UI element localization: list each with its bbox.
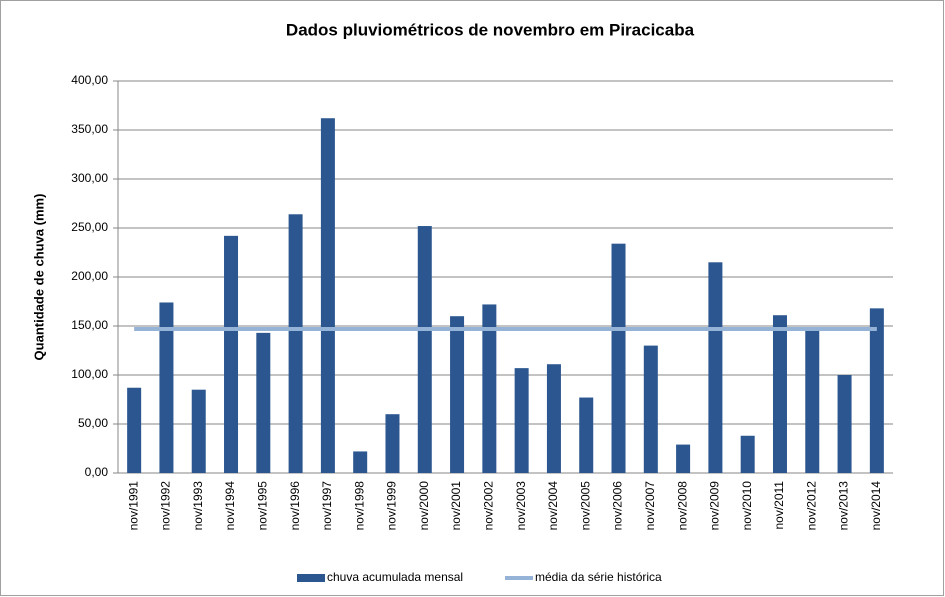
bar bbox=[191, 389, 206, 473]
x-tick-label: nov/1999 bbox=[385, 481, 399, 531]
x-tick-label: nov/2010 bbox=[740, 481, 754, 531]
x-tick-label: nov/2012 bbox=[804, 481, 818, 531]
x-tick-label: nov/1998 bbox=[352, 481, 366, 531]
x-tick-label: nov/2008 bbox=[675, 481, 689, 531]
bar bbox=[708, 262, 723, 473]
x-tick-label: nov/2013 bbox=[837, 481, 851, 531]
legend-swatch bbox=[297, 574, 325, 582]
bar bbox=[482, 304, 497, 473]
bar bbox=[772, 315, 787, 473]
y-tick-label: 350,00 bbox=[71, 122, 108, 136]
y-tick-label: 50,00 bbox=[78, 416, 108, 430]
bar bbox=[869, 308, 884, 473]
x-tick-label: nov/2003 bbox=[514, 481, 528, 531]
x-tick-label: nov/2014 bbox=[869, 481, 883, 531]
x-tick-label: nov/2000 bbox=[417, 481, 431, 531]
bar bbox=[676, 444, 691, 473]
x-tick-label: nov/1992 bbox=[159, 481, 173, 531]
y-tick-label: 150,00 bbox=[71, 318, 108, 332]
bar bbox=[256, 332, 271, 473]
bar bbox=[514, 368, 529, 473]
x-tick-label: nov/2004 bbox=[546, 481, 560, 531]
x-tick-label: nov/2002 bbox=[482, 481, 496, 531]
x-tick-label: nov/1995 bbox=[255, 481, 269, 531]
legend-label: chuva acumulada mensal bbox=[327, 570, 463, 584]
x-tick-label: nov/1991 bbox=[126, 481, 140, 531]
bar bbox=[579, 397, 594, 473]
bar bbox=[450, 316, 465, 473]
bar bbox=[546, 364, 561, 473]
y-axis-label: Quantidade de chuva (mm) bbox=[31, 194, 46, 361]
bar bbox=[288, 214, 303, 473]
bar bbox=[159, 302, 174, 473]
x-tick-label: nov/2009 bbox=[708, 481, 722, 531]
chart-title: Dados pluviométricos de novembro em Pira… bbox=[286, 20, 695, 39]
x-tick-label: nov/1997 bbox=[320, 481, 334, 531]
y-tick-label: 300,00 bbox=[71, 171, 108, 185]
x-tick-label: nov/2007 bbox=[643, 481, 657, 531]
x-tick-label: nov/2001 bbox=[449, 481, 463, 531]
y-tick-label: 200,00 bbox=[71, 269, 108, 283]
bar bbox=[127, 387, 142, 473]
bar bbox=[320, 118, 335, 474]
x-tick-label: nov/1994 bbox=[223, 481, 237, 531]
y-tick-label: 0,00 bbox=[85, 465, 109, 479]
bar bbox=[611, 243, 626, 473]
legend-label: média da série histórica bbox=[535, 570, 662, 584]
bar bbox=[805, 329, 820, 473]
y-tick-label: 400,00 bbox=[71, 73, 108, 87]
bar bbox=[643, 345, 658, 473]
bar bbox=[740, 435, 755, 473]
bar bbox=[417, 226, 432, 473]
x-tick-label: nov/2011 bbox=[772, 481, 786, 530]
bar bbox=[353, 451, 368, 473]
bar bbox=[385, 414, 400, 473]
x-tick-label: nov/1996 bbox=[288, 481, 302, 531]
bar bbox=[224, 235, 239, 473]
x-tick-label: nov/1993 bbox=[191, 481, 205, 531]
y-tick-label: 100,00 bbox=[71, 367, 108, 381]
y-tick-label: 250,00 bbox=[71, 220, 108, 234]
x-tick-label: nov/2006 bbox=[611, 481, 625, 531]
x-tick-label: nov/2005 bbox=[578, 481, 592, 531]
bar bbox=[837, 375, 852, 473]
